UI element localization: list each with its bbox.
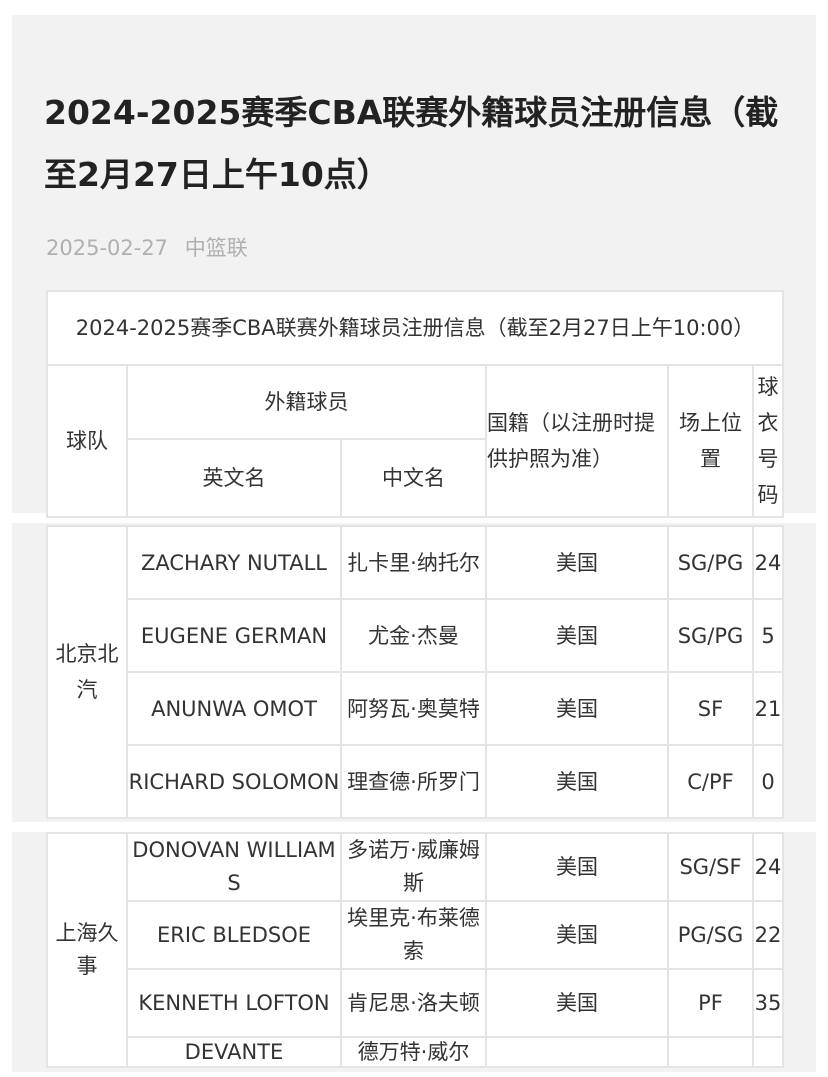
article-source[interactable]: 中篮联 [184, 236, 248, 260]
table-row: ERIC BLEDSOE 埃里克·布莱德索 美国 PG/SG 22 [47, 900, 784, 970]
header-chinese-name: 中文名 [340, 438, 487, 518]
nationality-cell: 美国 [485, 968, 669, 1038]
english-name-cell: DEVANTE [126, 1036, 342, 1068]
number-cell: 0 [752, 744, 784, 819]
position-cell: PF [667, 968, 754, 1038]
number-cell: 35 [752, 968, 784, 1038]
table-row: KENNETH LOFTON 肯尼思·洛夫顿 美国 PF 35 [47, 968, 784, 1038]
nationality-cell: 美国 [485, 598, 669, 673]
table-row: ANUNWA OMOT 阿努瓦·奥莫特 美国 SF 21 [47, 671, 784, 746]
position-cell: SG/SF [667, 832, 754, 902]
header-team: 球队 [46, 364, 128, 518]
chinese-name-cell: 德万特·威尔 [340, 1036, 487, 1068]
table-row: 北京北汽 ZACHARY NUTALL 扎卡里·纳托尔 美国 SG/PG 24 [46, 525, 784, 819]
header-panel: 2024-2025赛季CBA联赛外籍球员注册信息（截至2月27日上午10点） 2… [12, 15, 816, 518]
header-english-name: 英文名 [126, 438, 342, 518]
table-caption: 2024-2025赛季CBA联赛外籍球员注册信息（截至2月27日上午10:00） [46, 290, 784, 366]
segment-1: 北京北汽 ZACHARY NUTALL 扎卡里·纳托尔 美国 SG/PG 24 EU… [12, 523, 816, 822]
article-meta: 2025-02-27 中篮联 [46, 232, 258, 262]
number-cell: 5 [752, 598, 784, 673]
chinese-name-cell: 多诺万·威廉姆斯 [340, 832, 487, 902]
nationality-cell: 美国 [485, 744, 669, 819]
chinese-name-cell: 阿努瓦·奥莫特 [340, 671, 487, 746]
table-row: 上海久事 DONOVAN WILLIAMS 多诺万·威廉姆斯 美国 SG/SF 2… [46, 832, 784, 1068]
table-row: EUGENE GERMAN 尤金·杰曼 美国 SG/PG 5 [47, 598, 784, 673]
english-name-cell: ZACHARY NUTALL [126, 525, 342, 600]
position-cell: SG/PG [667, 525, 754, 600]
nationality-cell [485, 1036, 669, 1068]
chinese-name-cell: 扎卡里·纳托尔 [340, 525, 487, 600]
group-table-1: 上海久事 DONOVAN WILLIAMS 多诺万·威廉姆斯 美国 SG/SF 2… [46, 832, 784, 1068]
header-number: 球衣号码 [752, 364, 784, 518]
chinese-name-cell: 肯尼思·洛夫顿 [340, 968, 487, 1038]
english-name-cell: ANUNWA OMOT [126, 671, 342, 746]
chinese-name-cell: 理查德·所罗门 [340, 744, 487, 819]
nationality-cell: 美国 [485, 832, 669, 902]
number-cell: 24 [752, 525, 784, 600]
team-cell: 北京北汽 [46, 525, 128, 819]
position-cell: SF [667, 671, 754, 746]
number-cell: 22 [752, 900, 784, 970]
english-name-cell: RICHARD SOLOMON [126, 744, 342, 819]
table-row: RICHARD SOLOMON 理查德·所罗门 美国 C/PF 0 [47, 744, 784, 819]
header-player-group: 外籍球员 [126, 364, 487, 440]
nationality-cell: 美国 [485, 900, 669, 970]
nationality-cell: 美国 [485, 671, 669, 746]
chinese-name-cell: 尤金·杰曼 [340, 598, 487, 673]
team-cell: 上海久事 [46, 832, 128, 1068]
group-table-0: 北京北汽 ZACHARY NUTALL 扎卡里·纳托尔 美国 SG/PG 24 EU… [46, 525, 784, 819]
position-cell: SG/PG [667, 598, 754, 673]
position-cell [667, 1036, 754, 1068]
table-row: DEVANTE 德万特·威尔 [47, 1036, 784, 1068]
segment-2: 上海久事 DONOVAN WILLIAMS 多诺万·威廉姆斯 美国 SG/SF 2… [12, 832, 816, 1072]
header-position: 场上位置 [667, 364, 754, 518]
article-date: 2025-02-27 [46, 236, 169, 260]
english-name-cell: KENNETH LOFTON [126, 968, 342, 1038]
number-cell [752, 1036, 784, 1068]
number-cell: 21 [752, 671, 784, 746]
article-title: 2024-2025赛季CBA联赛外籍球员注册信息（截至2月27日上午10点） [44, 93, 779, 194]
english-name-cell: DONOVAN WILLIAMS [126, 832, 342, 902]
header-nationality: 国籍（以注册时提供护照为准） [485, 364, 669, 518]
english-name-cell: EUGENE GERMAN [126, 598, 342, 673]
position-cell: C/PF [667, 744, 754, 819]
table-header: 2024-2025赛季CBA联赛外籍球员注册信息（截至2月27日上午10:00）… [46, 290, 784, 518]
chinese-name-cell: 埃里克·布莱德索 [340, 900, 487, 970]
nationality-cell: 美国 [485, 525, 669, 600]
number-cell: 24 [752, 832, 784, 902]
position-cell: PG/SG [667, 900, 754, 970]
english-name-cell: ERIC BLEDSOE [126, 900, 342, 970]
